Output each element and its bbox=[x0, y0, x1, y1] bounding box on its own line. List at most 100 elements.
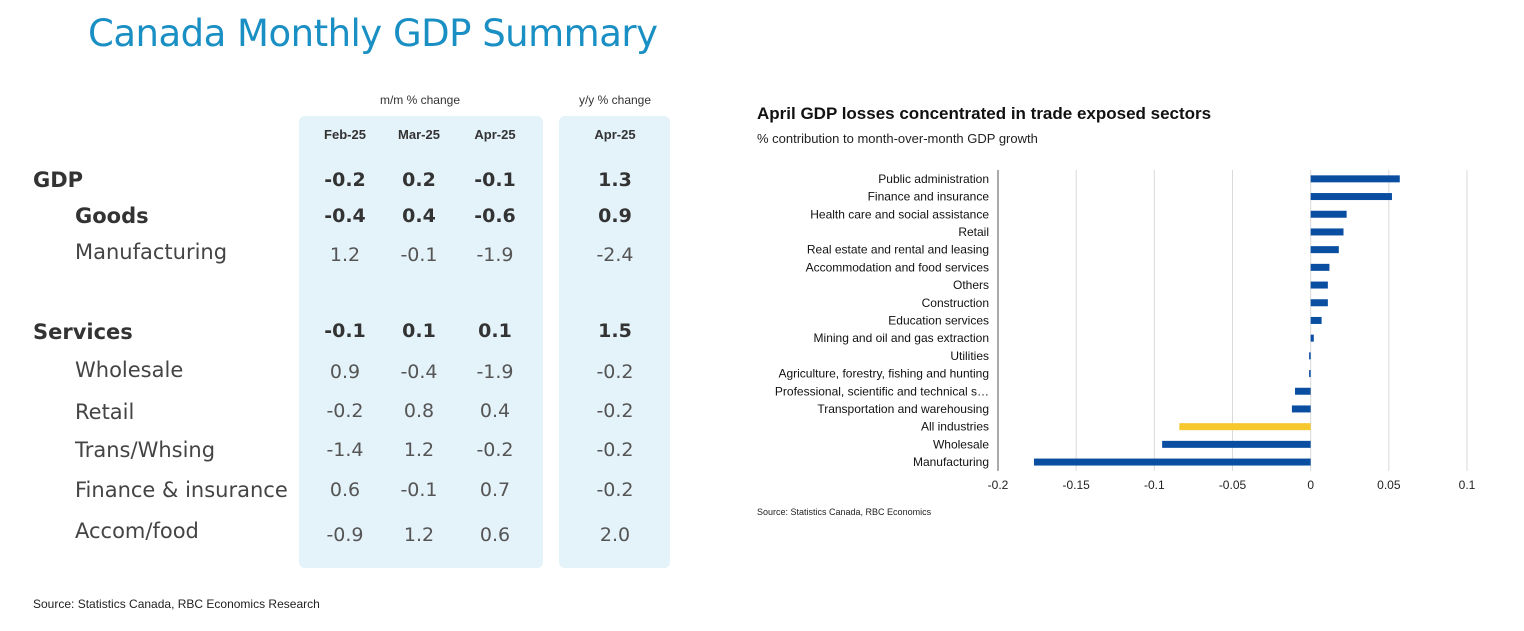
table-cell: 1.2 bbox=[329, 244, 361, 266]
table-cell: -0.9 bbox=[326, 524, 364, 546]
table-cell: -0.2 bbox=[596, 361, 634, 383]
table-cell: 2.0 bbox=[599, 524, 631, 546]
row-label: Manufacturing bbox=[75, 240, 228, 264]
yy-change-panel bbox=[559, 116, 670, 568]
table-cell: 0.7 bbox=[479, 479, 511, 501]
bar bbox=[1295, 387, 1311, 395]
column-header: Apr-25 bbox=[474, 127, 516, 142]
row-label: Accom/food bbox=[75, 519, 199, 543]
table-cell: 0.1 bbox=[402, 320, 436, 342]
column-header: Mar-25 bbox=[398, 127, 440, 142]
bar bbox=[1179, 423, 1311, 431]
row-label: Services bbox=[33, 320, 133, 344]
row-label: Goods bbox=[75, 204, 149, 228]
table-cell: 1.2 bbox=[403, 439, 435, 461]
chart-source: Source: Statistics Canada, RBC Economics bbox=[757, 507, 932, 517]
category-label: Others bbox=[953, 278, 989, 292]
table-cell: 0.6 bbox=[479, 524, 511, 546]
row-label: Trans/Whsing bbox=[75, 438, 216, 462]
bar bbox=[1310, 334, 1314, 342]
table-cell: -0.4 bbox=[324, 205, 366, 227]
row-label: GDP bbox=[33, 168, 84, 192]
table-cell: -0.2 bbox=[596, 479, 634, 501]
table-cell: 1.5 bbox=[598, 320, 632, 342]
table-cell: -0.2 bbox=[476, 439, 514, 461]
bar bbox=[1310, 210, 1347, 218]
table-cell: -0.2 bbox=[596, 439, 634, 461]
bar bbox=[1310, 193, 1392, 201]
category-label: Wholesale bbox=[933, 437, 989, 451]
table-cell: -1.4 bbox=[326, 439, 364, 461]
category-label: Health care and social assistance bbox=[810, 207, 989, 221]
table-cell: -0.1 bbox=[400, 244, 438, 266]
table-cell: 1.3 bbox=[598, 169, 632, 191]
category-label: Agriculture, forestry, fishing and hunti… bbox=[778, 367, 989, 381]
gdp-contribution-chart: -0.2 -0.15 -0.1 -0.05 0 0.05 0.1 Public adminis… bbox=[775, 170, 1476, 492]
row-label: Wholesale bbox=[75, 358, 184, 382]
table-cell: -0.2 bbox=[326, 400, 364, 422]
category-label: Mining and oil and gas extraction bbox=[814, 331, 989, 345]
yy-change-header: y/y % change bbox=[578, 93, 652, 107]
table-source: Source: Statistics Canada, RBC Economics… bbox=[33, 597, 320, 611]
x-tick-label: -0.15 bbox=[1062, 478, 1090, 492]
category-label: Professional, scientific and technical s… bbox=[775, 384, 989, 398]
bar bbox=[1162, 440, 1311, 448]
bar bbox=[1310, 263, 1330, 271]
table-cell: 0.9 bbox=[329, 361, 361, 383]
x-tick-label: 0 bbox=[1307, 478, 1314, 492]
table-cell: 1.2 bbox=[403, 524, 435, 546]
chart-title: April GDP losses concentrated in trade e… bbox=[757, 104, 1212, 123]
category-label: Retail bbox=[958, 225, 989, 239]
mm-change-header: m/m % change bbox=[379, 93, 461, 107]
bar bbox=[1291, 405, 1311, 413]
table-cell: -0.1 bbox=[400, 479, 438, 501]
table-cell: 0.2 bbox=[402, 169, 436, 191]
table-cell: -0.6 bbox=[474, 205, 516, 227]
chart-subtitle: % contribution to month-over-month GDP g… bbox=[757, 131, 1038, 146]
x-tick-label: 0.1 bbox=[1459, 478, 1476, 492]
bar bbox=[1033, 458, 1311, 466]
table-cell: 0.8 bbox=[403, 400, 435, 422]
table-cell: -0.2 bbox=[324, 169, 366, 191]
table-cell: -1.9 bbox=[476, 361, 514, 383]
column-header: Feb-25 bbox=[324, 127, 366, 142]
category-label: All industries bbox=[921, 420, 989, 434]
table-cell: -1.9 bbox=[476, 244, 514, 266]
category-label: Real estate and rental and leasing bbox=[807, 243, 989, 257]
table-cell: 0.1 bbox=[478, 320, 512, 342]
x-tick-label: -0.1 bbox=[1144, 478, 1165, 492]
category-label: Accommodation and food services bbox=[806, 260, 989, 274]
category-label: Utilities bbox=[950, 349, 989, 363]
row-label: Retail bbox=[75, 400, 135, 424]
bar bbox=[1310, 228, 1344, 236]
table-cell: 0.6 bbox=[329, 479, 361, 501]
bar bbox=[1310, 281, 1328, 289]
table-cell: -0.1 bbox=[324, 320, 366, 342]
table-cell: -2.4 bbox=[596, 244, 634, 266]
table-cell: 0.9 bbox=[598, 205, 632, 227]
bar bbox=[1310, 175, 1400, 183]
x-tick-label: -0.05 bbox=[1219, 478, 1247, 492]
table-cell: -0.2 bbox=[596, 400, 634, 422]
category-label: Transportation and warehousing bbox=[817, 402, 989, 416]
page-title: Canada Monthly GDP Summary bbox=[88, 12, 658, 55]
category-label: Public administration bbox=[878, 172, 989, 186]
bar bbox=[1309, 352, 1311, 360]
bar bbox=[1310, 316, 1322, 324]
x-tick-label: 0.05 bbox=[1377, 478, 1401, 492]
table-cell: -0.4 bbox=[400, 361, 438, 383]
table-cell: 0.4 bbox=[402, 205, 436, 227]
bar bbox=[1310, 299, 1328, 307]
table-cell: -0.1 bbox=[474, 169, 516, 191]
mm-change-panel bbox=[299, 116, 543, 568]
category-label: Education services bbox=[888, 313, 989, 327]
bar bbox=[1309, 370, 1311, 378]
x-tick-label: -0.2 bbox=[988, 478, 1009, 492]
category-label: Manufacturing bbox=[913, 455, 989, 469]
table-cell: 0.4 bbox=[479, 400, 511, 422]
column-header: Apr-25 bbox=[594, 127, 636, 142]
category-label: Construction bbox=[922, 296, 989, 310]
row-label: Finance & insurance bbox=[75, 478, 288, 502]
bar bbox=[1310, 246, 1339, 254]
category-label: Finance and insurance bbox=[868, 190, 990, 204]
